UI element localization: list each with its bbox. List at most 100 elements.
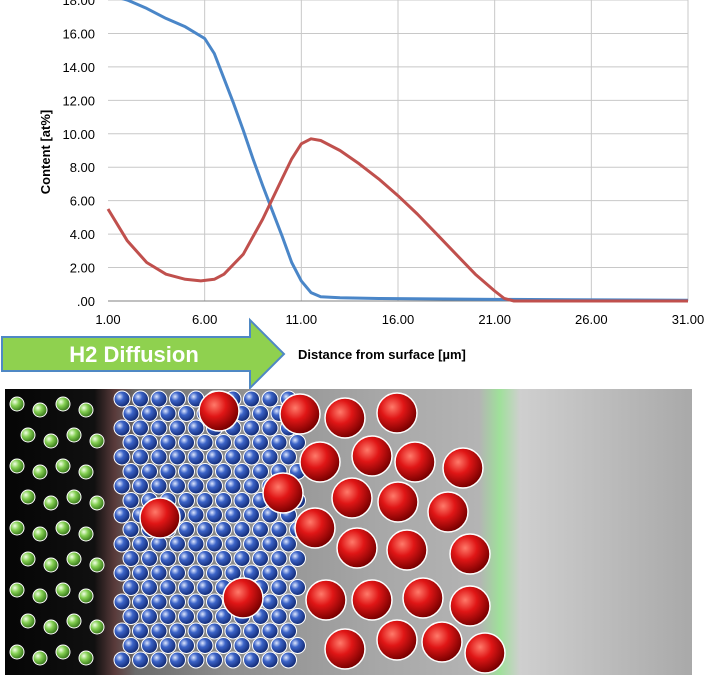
blue-atom: [270, 521, 288, 538]
red-atom: [222, 577, 264, 619]
x-axis-label: Distance from surface [µm]: [298, 347, 466, 362]
green-atom: [66, 551, 82, 567]
green-atom: [66, 489, 82, 505]
blue-atom: [215, 521, 232, 538]
red-atom: [324, 628, 366, 670]
blue-atom: [280, 564, 297, 582]
blue-atom: [224, 622, 242, 640]
green-atom: [32, 588, 48, 604]
blue-atom: [261, 593, 279, 611]
blue-atom: [243, 506, 260, 524]
red-atom: [386, 529, 428, 571]
blue-atom: [252, 434, 269, 451]
h2-diffusion-arrow: H2 Diffusion: [1, 317, 286, 391]
blue-atom: [187, 535, 205, 553]
red-atom: [421, 621, 463, 663]
blue-atom: [261, 535, 279, 553]
blue-atom: [178, 463, 195, 480]
blue-atom: [150, 564, 168, 582]
red-atom: [262, 472, 304, 514]
blue-atom: [187, 622, 205, 640]
blue-atom: [261, 564, 279, 582]
blue-atom: [243, 390, 260, 408]
blue-atom: [159, 608, 177, 625]
chart-grid: [108, 0, 689, 302]
blue-atom: [113, 506, 131, 524]
blue-atom: [289, 550, 306, 567]
red-atom: [377, 481, 419, 523]
blue-atom: [224, 506, 242, 524]
blue-atom: [187, 419, 205, 437]
blue-atom: [150, 622, 168, 640]
blue-atom: [150, 477, 168, 495]
blue-atom: [206, 651, 223, 669]
blue-atom: [206, 506, 223, 524]
green-atom: [55, 644, 71, 660]
blue-atom: [178, 608, 195, 625]
blue-atom: [233, 434, 251, 451]
red-atom: [324, 397, 366, 439]
green-atom: [20, 427, 36, 443]
blue-atom: [243, 622, 260, 640]
blue-atom: [215, 637, 232, 654]
red-atom: [442, 447, 484, 489]
red-atom: [376, 392, 418, 434]
blue-atom: [187, 651, 205, 669]
green-atom: [89, 619, 105, 635]
blue-atom: [113, 535, 131, 553]
green-atom: [78, 526, 94, 542]
x-tick-label: 11.00: [286, 312, 318, 327]
blue-atom: [215, 463, 232, 480]
chart-series: [106, 0, 689, 303]
blue-atom: [289, 608, 306, 625]
x-tick-label: 6.00: [192, 312, 217, 327]
blue-atom: [122, 550, 140, 567]
series-line-blue: [121, 0, 689, 302]
green-atom: [78, 588, 94, 604]
blue-atom: [243, 535, 260, 553]
blue-atom: [270, 434, 288, 451]
blue-atom: [122, 434, 140, 451]
green-atom: [20, 613, 36, 629]
blue-atom: [113, 564, 131, 582]
blue-atom: [132, 477, 149, 495]
green-atom: [66, 427, 82, 443]
blue-atom: [178, 492, 195, 509]
blue-atom: [122, 521, 140, 538]
blue-atom: [169, 390, 186, 408]
blue-atom: [224, 477, 242, 495]
blue-atom: [252, 463, 269, 480]
blue-atom: [224, 651, 242, 669]
blue-atom: [132, 622, 149, 640]
blue-atom: [169, 419, 186, 437]
blue-atom: [159, 579, 177, 596]
blue-atom: [113, 651, 131, 669]
blue-atom: [122, 463, 140, 480]
blue-atom: [159, 405, 177, 422]
green-atom: [9, 520, 25, 536]
y-tick-label: .00: [77, 294, 95, 309]
x-tick-label: 26.00: [575, 312, 608, 327]
blue-atom: [280, 622, 297, 640]
blue-atom: [169, 622, 186, 640]
blue-atom: [289, 579, 306, 596]
green-atom: [32, 650, 48, 666]
y-tick-label: 18.00: [62, 0, 95, 8]
y-tick-label: 10.00: [62, 127, 95, 142]
y-tick-label: 6.00: [70, 194, 95, 209]
red-atom: [351, 435, 393, 477]
green-atom: [9, 582, 25, 598]
blue-atom: [289, 637, 306, 654]
blue-atom: [233, 492, 251, 509]
blue-atom: [141, 405, 158, 422]
blue-atom: [132, 564, 149, 582]
blue-atom: [159, 550, 177, 567]
blue-atom: [206, 477, 223, 495]
blue-atom: [261, 419, 279, 437]
blue-atom: [261, 622, 279, 640]
blue-atom: [252, 550, 269, 567]
blue-atom: [206, 593, 223, 611]
red-atom: [305, 579, 347, 621]
blue-atom: [243, 448, 260, 466]
blue-atom: [233, 463, 251, 480]
